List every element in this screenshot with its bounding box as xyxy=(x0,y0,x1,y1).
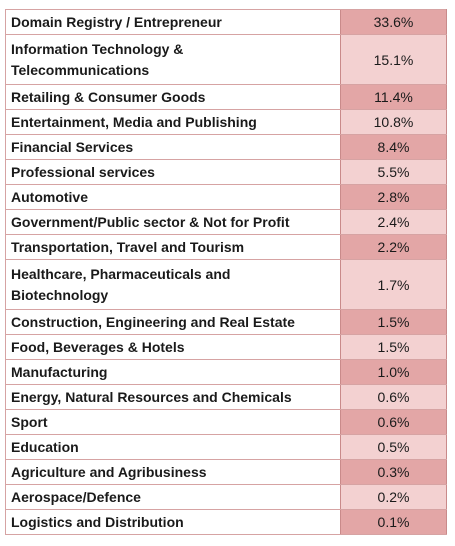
industry-label: Logistics and Distribution xyxy=(11,513,184,530)
industry-cell: Automotive xyxy=(5,184,341,210)
industry-label: Automotive xyxy=(11,188,88,205)
share-cell: 11.4% xyxy=(340,84,447,110)
industry-cell: Transportation, Travel and Tourism xyxy=(5,234,341,260)
share-value: 8.4% xyxy=(377,139,410,155)
share-value: 0.3% xyxy=(377,464,410,480)
share-cell: 0.1% xyxy=(340,509,447,535)
industry-label: Financial Services xyxy=(11,138,134,155)
industry-label: Construction, Engineering and Real Estat… xyxy=(11,313,295,330)
share-value: 1.7% xyxy=(377,276,410,293)
share-value: 33.6% xyxy=(373,14,414,30)
table-row: Automotive 2.8% xyxy=(5,184,447,210)
industry-cell: Sport xyxy=(5,409,341,435)
industry-cell: Government/Public sector & Not for Profi… xyxy=(5,209,341,235)
share-value: 5.5% xyxy=(377,164,410,180)
share-cell: 15.1% xyxy=(340,34,447,85)
industry-cell: Construction, Engineering and Real Estat… xyxy=(5,309,341,335)
share-cell: 5.5% xyxy=(340,159,447,185)
table-row: Food, Beverages & Hotels 1.5% xyxy=(5,334,447,360)
industry-label: Energy, Natural Resources and Chemicals xyxy=(11,388,292,405)
table-row: Domain Registry / Entrepreneur 33.6% xyxy=(5,9,447,35)
industry-label: Education xyxy=(11,438,79,455)
table-row: Financial Services 8.4% xyxy=(5,134,447,160)
industry-label: Information Technology & Telecommunicati… xyxy=(11,40,184,78)
table-row: Entertainment, Media and Publishing 10.8% xyxy=(5,109,447,135)
industry-cell: Professional services xyxy=(5,159,341,185)
table-row: Government/Public sector & Not for Profi… xyxy=(5,209,447,235)
share-value: 0.6% xyxy=(377,389,410,405)
industry-label: Aerospace/Defence xyxy=(11,488,141,505)
share-cell: 2.4% xyxy=(340,209,447,235)
share-cell: 2.8% xyxy=(340,184,447,210)
share-cell: 1.5% xyxy=(340,309,447,335)
table-row: Construction, Engineering and Real Estat… xyxy=(5,309,447,335)
share-cell: 0.5% xyxy=(340,434,447,460)
industry-label: Healthcare, Pharmaceuticals and Biotechn… xyxy=(11,265,231,303)
industry-cell: Information Technology & Telecommunicati… xyxy=(5,34,341,85)
industry-cell: Entertainment, Media and Publishing xyxy=(5,109,341,135)
industry-cell: Agriculture and Agribusiness xyxy=(5,459,341,485)
share-value: 2.4% xyxy=(377,214,410,230)
table-row: Education 0.5% xyxy=(5,434,447,460)
share-cell: 8.4% xyxy=(340,134,447,160)
share-value: 1.5% xyxy=(377,314,410,330)
industry-label: Agriculture and Agribusiness xyxy=(11,463,207,480)
industry-cell: Food, Beverages & Hotels xyxy=(5,334,341,360)
industry-label: Entertainment, Media and Publishing xyxy=(11,113,257,130)
table-row: Sport 0.6% xyxy=(5,409,447,435)
industry-label: Domain Registry / Entrepreneur xyxy=(11,13,222,30)
share-value: 0.1% xyxy=(377,514,410,530)
industry-cell: Manufacturing xyxy=(5,359,341,385)
table-row: Agriculture and Agribusiness 0.3% xyxy=(5,459,447,485)
table-row: Retailing & Consumer Goods 11.4% xyxy=(5,84,447,110)
industry-cell: Energy, Natural Resources and Chemicals xyxy=(5,384,341,410)
share-value: 1.0% xyxy=(377,364,410,380)
share-cell: 10.8% xyxy=(340,109,447,135)
share-cell: 1.5% xyxy=(340,334,447,360)
share-value: 0.5% xyxy=(377,439,410,455)
industry-cell: Financial Services xyxy=(5,134,341,160)
share-value: 0.2% xyxy=(377,489,410,505)
industry-cell: Logistics and Distribution xyxy=(5,509,341,535)
share-cell: 1.0% xyxy=(340,359,447,385)
share-value: 15.1% xyxy=(373,51,414,68)
share-value: 2.2% xyxy=(377,239,410,255)
industry-cell: Education xyxy=(5,434,341,460)
industry-label: Professional services xyxy=(11,163,155,180)
share-value: 0.6% xyxy=(377,414,410,430)
table-row: Information Technology & Telecommunicati… xyxy=(5,34,447,85)
industry-label: Food, Beverages & Hotels xyxy=(11,338,185,355)
table-row: Healthcare, Pharmaceuticals and Biotechn… xyxy=(5,259,447,310)
share-cell: 0.2% xyxy=(340,484,447,510)
share-cell: 0.3% xyxy=(340,459,447,485)
table-row: Professional services 5.5% xyxy=(5,159,447,185)
share-value: 1.5% xyxy=(377,339,410,355)
industry-cell: Aerospace/Defence xyxy=(5,484,341,510)
table-row: Aerospace/Defence 0.2% xyxy=(5,484,447,510)
share-value: 10.8% xyxy=(373,114,414,130)
industry-cell: Healthcare, Pharmaceuticals and Biotechn… xyxy=(5,259,341,310)
share-cell: 2.2% xyxy=(340,234,447,260)
industry-table: Domain Registry / Entrepreneur 33.6% Infor… xyxy=(5,9,447,535)
industry-label: Manufacturing xyxy=(11,363,108,380)
industry-label: Retailing & Consumer Goods xyxy=(11,88,206,105)
share-value: 2.8% xyxy=(377,189,410,205)
share-cell: 0.6% xyxy=(340,409,447,435)
table-row: Energy, Natural Resources and Chemicals 0… xyxy=(5,384,447,410)
table-row: Manufacturing 1.0% xyxy=(5,359,447,385)
share-cell: 0.6% xyxy=(340,384,447,410)
table-row: Logistics and Distribution 0.1% xyxy=(5,509,447,535)
industry-label: Transportation, Travel and Tourism xyxy=(11,238,245,255)
share-cell: 1.7% xyxy=(340,259,447,310)
industry-cell: Domain Registry / Entrepreneur xyxy=(5,9,341,35)
share-value: 11.4% xyxy=(374,89,413,105)
table-row: Transportation, Travel and Tourism 2.2% xyxy=(5,234,447,260)
industry-cell: Retailing & Consumer Goods xyxy=(5,84,341,110)
industry-label: Government/Public sector & Not for Profi… xyxy=(11,213,290,230)
industry-label: Sport xyxy=(11,413,48,430)
share-cell: 33.6% xyxy=(340,9,447,35)
